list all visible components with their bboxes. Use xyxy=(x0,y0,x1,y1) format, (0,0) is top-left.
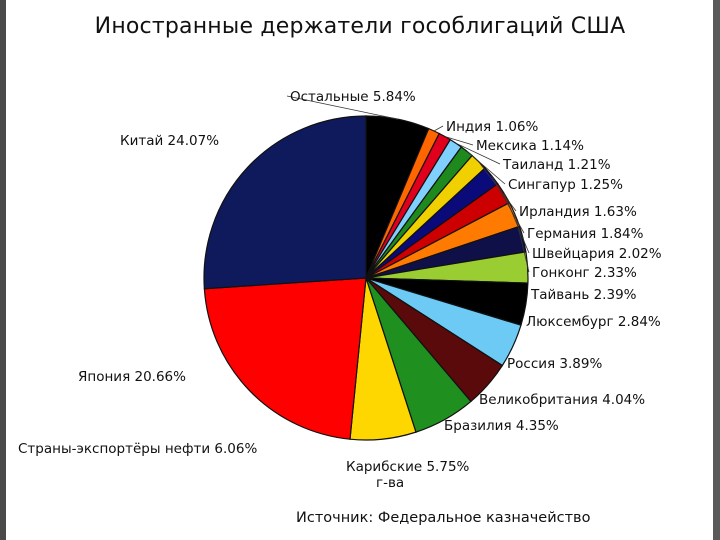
leader-line-гонконг xyxy=(514,214,530,273)
leader-line-швейцария xyxy=(503,192,530,254)
leader-line-остальные xyxy=(286,95,399,120)
source-note: Источник: Федеральное казначейство xyxy=(296,510,591,526)
leader-line-мексика xyxy=(444,136,474,146)
leader-line-сингапур xyxy=(466,150,506,185)
slice-label-карибские-г-ва: Карибские 5.75% г-ва xyxy=(346,459,470,491)
leader-line-германия xyxy=(491,175,525,234)
slice-label-германия: Германия 1.84% xyxy=(527,226,644,242)
slice-label-тайвань: Тайвань 2.39% xyxy=(530,287,637,303)
slice-label-люксембург: Люксембург 2.84% xyxy=(526,314,661,330)
slice-label-мексика: Мексика 1.14% xyxy=(476,138,584,154)
slice-label-ирландия: Ирландия 1.63% xyxy=(519,204,637,220)
slice-label-страны-экспортёры-нефти: Страны-экспортёры нефти 6.06% xyxy=(18,441,257,457)
leader-line-таиланд xyxy=(455,142,501,165)
slice-label-китай: Китай 24.07% xyxy=(120,133,219,149)
slice-label-сингапур: Сингапур 1.25% xyxy=(508,177,623,193)
slice-label-великобритания: Великобритания 4.04% xyxy=(479,392,645,408)
chart-title: Иностранные держатели гособлигаций США xyxy=(94,14,626,39)
pie-slice-япония xyxy=(203,277,367,440)
slice-label-россия: Россия 3.89% xyxy=(507,356,602,372)
slice-label-гонконг: Гонконг 2.33% xyxy=(532,265,637,281)
slice-label-таиланд: Таиланд 1.21% xyxy=(502,157,611,173)
slice-label-индия: Индия 1.06% xyxy=(446,119,539,135)
left-border xyxy=(0,0,6,540)
pie-slice-китай xyxy=(203,115,367,290)
slice-label-швейцария: Швейцария 2.02% xyxy=(532,246,662,262)
slice-label-япония: Япония 20.66% xyxy=(78,369,186,385)
leader-line-индия xyxy=(433,125,444,132)
slice-label-бразилия: Бразилия 4.35% xyxy=(444,418,559,434)
slice-label-остальные: Остальные 5.84% xyxy=(290,89,416,105)
right-border xyxy=(713,0,720,540)
